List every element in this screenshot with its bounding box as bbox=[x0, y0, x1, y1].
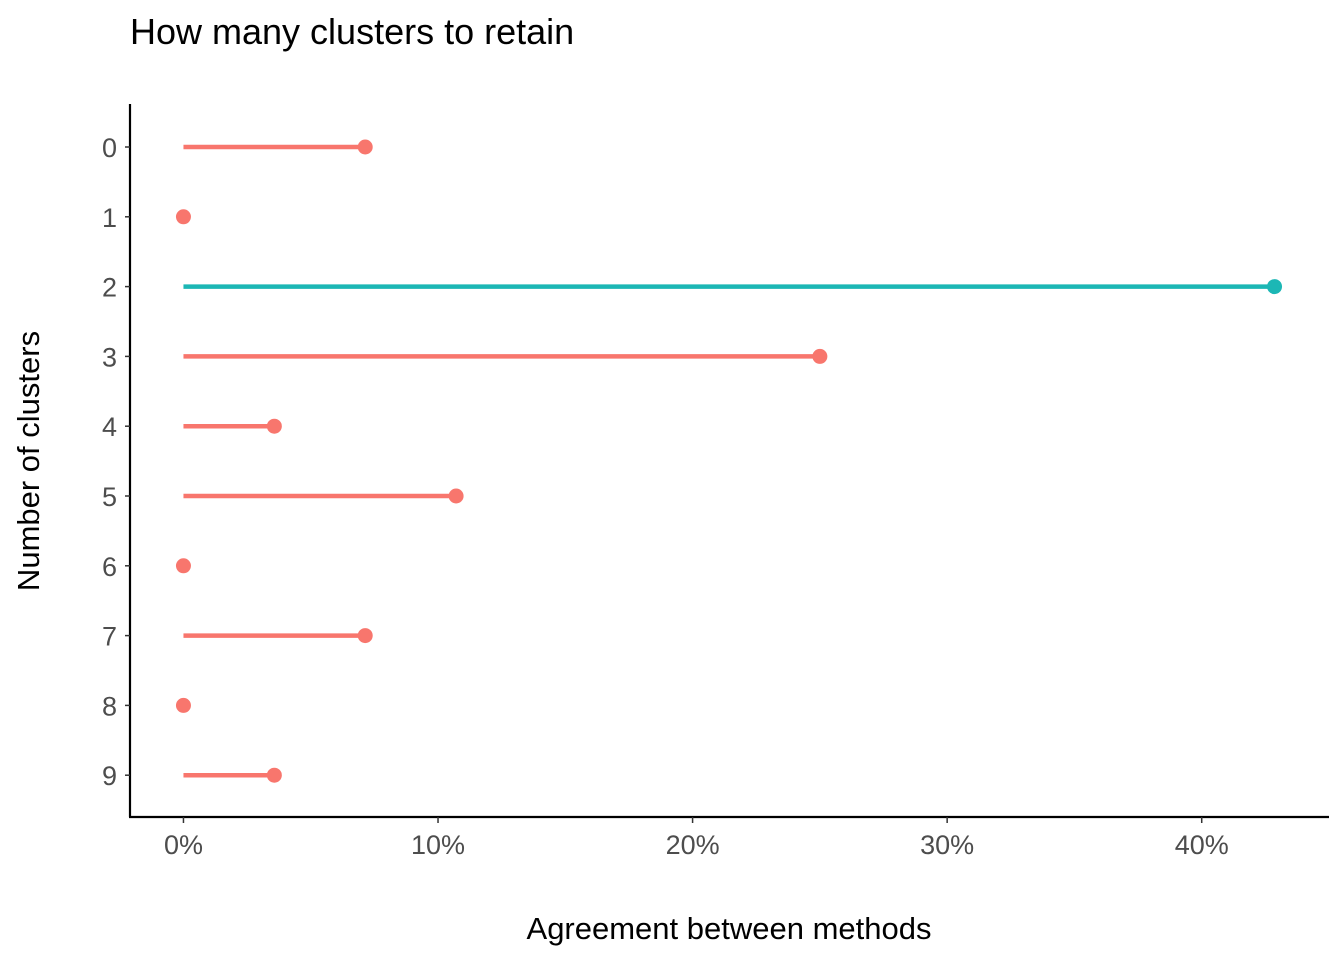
y-tick-label-5: 5 bbox=[102, 482, 117, 512]
chart-title: How many clusters to retain bbox=[130, 11, 574, 52]
x-tick-label-20: 20% bbox=[666, 830, 720, 860]
y-tick-label-6: 6 bbox=[102, 552, 117, 582]
x-tick-label-10: 10% bbox=[411, 830, 465, 860]
y-tick-label-4: 4 bbox=[102, 412, 117, 442]
x-tick-label-30: 30% bbox=[920, 830, 974, 860]
data-marks bbox=[175, 139, 1283, 783]
lollipop-point-9 bbox=[266, 767, 282, 783]
lollipop-point-5 bbox=[448, 488, 464, 504]
lollipop-point-1 bbox=[175, 209, 191, 225]
lollipop-point-0 bbox=[357, 139, 373, 155]
lollipop-point-3 bbox=[812, 348, 828, 364]
x-tick-label-0: 0% bbox=[164, 830, 203, 860]
y-tick-label-9: 9 bbox=[102, 761, 117, 791]
y-tick-label-1: 1 bbox=[102, 203, 117, 233]
axes bbox=[128, 104, 1329, 819]
y-tick-label-2: 2 bbox=[102, 273, 117, 303]
lollipop-point-8 bbox=[175, 697, 191, 713]
lollipop-point-7 bbox=[357, 628, 373, 644]
lollipop-point-4 bbox=[266, 418, 282, 434]
lollipop-point-6 bbox=[175, 558, 191, 574]
y-tick-label-3: 3 bbox=[102, 342, 117, 372]
x-tick-label-40: 40% bbox=[1175, 830, 1229, 860]
y-axis-ticks: 0 1 2 3 4 5 6 7 8 9 bbox=[102, 133, 130, 791]
x-axis-ticks: 0% 10% 20% 30% 40% bbox=[164, 817, 1229, 860]
y-tick-label-0: 0 bbox=[102, 133, 117, 163]
lollipop-point-2 bbox=[1267, 279, 1283, 295]
y-tick-label-7: 7 bbox=[102, 622, 117, 652]
x-axis-title: Agreement between methods bbox=[527, 911, 932, 946]
y-axis-title: Number of clusters bbox=[11, 331, 46, 591]
y-tick-label-8: 8 bbox=[102, 691, 117, 721]
